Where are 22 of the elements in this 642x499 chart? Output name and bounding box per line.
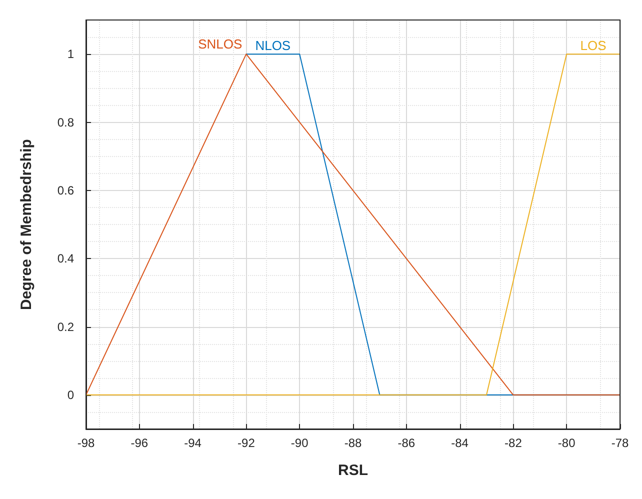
x-tick-label: -88 bbox=[344, 436, 362, 450]
y-axis-title: Degree of Membedrship bbox=[18, 139, 35, 310]
x-tick-label: -80 bbox=[558, 436, 576, 450]
series-label: NLOS bbox=[255, 38, 291, 54]
y-tick-label: 0.2 bbox=[57, 320, 74, 334]
x-tick-label: -96 bbox=[130, 436, 148, 450]
y-tick-label: 0.6 bbox=[57, 183, 74, 198]
x-tick-label: -86 bbox=[398, 436, 416, 450]
series-label: SNLOS bbox=[198, 36, 243, 52]
x-tick-label: -90 bbox=[290, 436, 309, 450]
y-tick-label: 1 bbox=[67, 47, 74, 62]
x-tick-label: -98 bbox=[77, 436, 95, 450]
x-tick-label: -84 bbox=[451, 436, 469, 450]
x-axis-title: RSL bbox=[338, 462, 368, 479]
y-tick-label: 0 bbox=[67, 388, 74, 402]
y-tick-label: 0.8 bbox=[57, 115, 74, 130]
series-label: LOS bbox=[580, 38, 607, 54]
x-tick-label: -82 bbox=[504, 436, 522, 450]
x-tick-label: -94 bbox=[184, 436, 202, 450]
y-tick-label: 0.4 bbox=[57, 252, 74, 266]
x-tick-label: -92 bbox=[238, 436, 256, 450]
x-tick-label: -78 bbox=[611, 436, 629, 450]
